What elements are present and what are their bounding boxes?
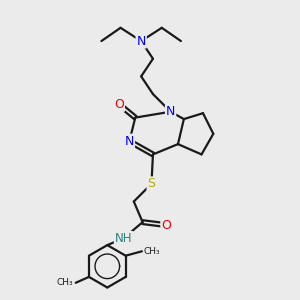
Text: NH: NH (115, 232, 132, 245)
Text: O: O (114, 98, 124, 111)
Text: N: N (136, 34, 146, 48)
Text: CH₃: CH₃ (143, 247, 160, 256)
Text: S: S (148, 177, 155, 190)
Text: CH₃: CH₃ (57, 278, 73, 287)
Text: N: N (166, 105, 175, 118)
Text: O: O (161, 219, 171, 232)
Text: N: N (125, 135, 134, 148)
